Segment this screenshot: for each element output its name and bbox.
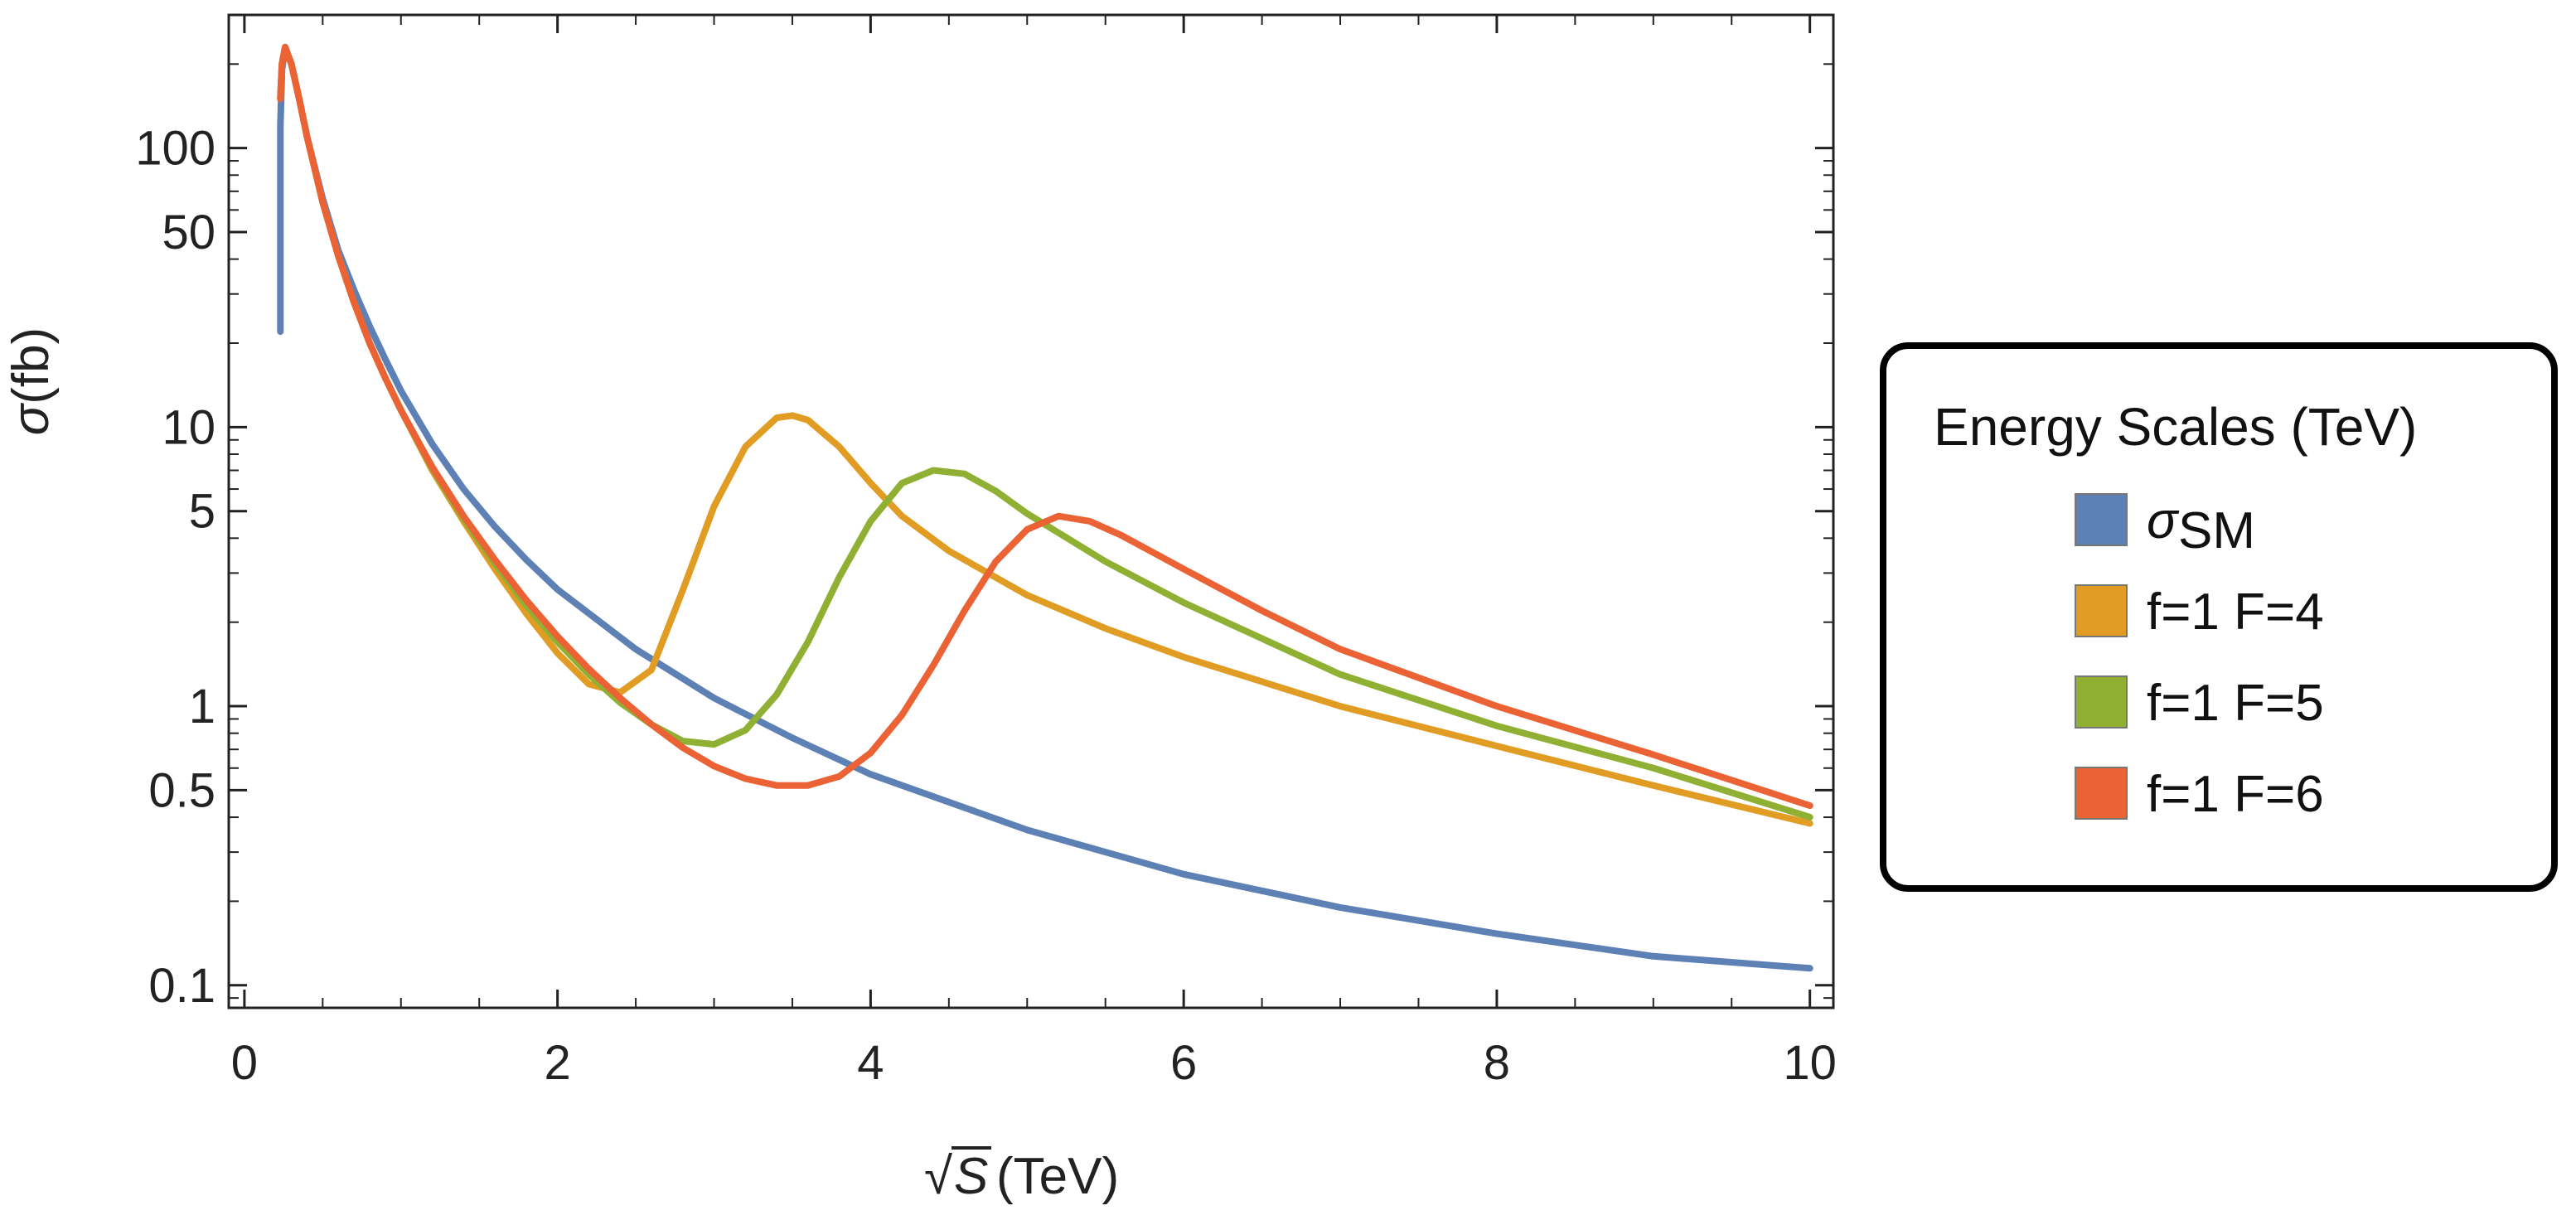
- x-axis-root-sign: √: [924, 1148, 952, 1205]
- legend-label: f=1 F=6: [2147, 766, 2324, 823]
- legend-label: f=1 F=5: [2147, 675, 2324, 732]
- x-axis-unit: (TeV): [996, 1148, 1119, 1205]
- legend-title: Energy Scales (TeV): [1934, 397, 2417, 457]
- series-group: [277, 43, 1813, 972]
- legend-box: [1880, 342, 2558, 892]
- legend-items: σ SM f=1 F=4 f=1 F=5 f=1 F=6: [2075, 492, 2324, 823]
- legend: Energy Scales (TeV) σ SM f=1 F=4 f=1 F=5 f=1…: [1880, 342, 2558, 892]
- y-tick-label: 5: [189, 485, 215, 539]
- y-tick-label: 1: [189, 680, 215, 733]
- x-tick-label: 8: [1484, 1036, 1510, 1090]
- legend-label-subscript: SM: [2178, 502, 2255, 559]
- y-tick-label: 50: [162, 206, 215, 259]
- y-tick-label: 10: [162, 400, 215, 454]
- y-axis-title: σ(fb): [2, 327, 60, 435]
- legend-label: f=1 F=4: [2147, 583, 2324, 641]
- x-tick-label: 6: [1170, 1036, 1197, 1090]
- y-axis-unit: (fb): [2, 327, 60, 404]
- x-tick-label: 10: [1783, 1036, 1837, 1090]
- y-tick-label: 0.1: [148, 959, 215, 1013]
- legend-swatch: [2075, 493, 2128, 546]
- series-line: [277, 43, 1813, 810]
- y-tick-label: 100: [135, 122, 215, 176]
- legend-swatch: [2075, 584, 2128, 637]
- y-tick-label: 0.5: [148, 763, 215, 817]
- x-tick-label: 2: [545, 1036, 571, 1090]
- y-axis-variable: σ: [2, 402, 60, 435]
- x-axis-variable: S: [954, 1148, 988, 1205]
- legend-swatch: [2075, 767, 2128, 820]
- legend-label: σ: [2147, 492, 2180, 549]
- x-tick-label: 0: [231, 1036, 258, 1090]
- x-tick-label: 4: [857, 1036, 884, 1090]
- plot-frame: [227, 13, 1835, 1009]
- legend-swatch: [2075, 675, 2128, 729]
- axes: 0 2 4 6 8 10 0.1 0.5 1 5 10 50 100: [135, 14, 1837, 1090]
